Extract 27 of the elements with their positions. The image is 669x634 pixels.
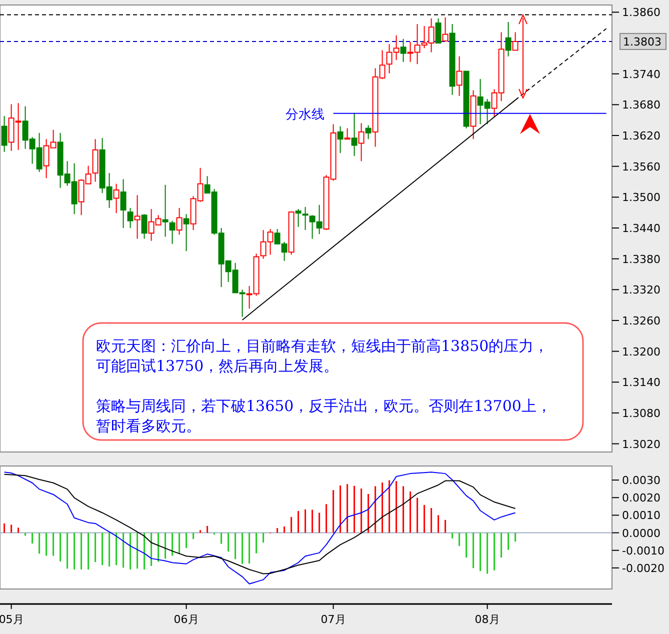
tick-label: 0.0010 [622,509,660,522]
tick-label: 1.3080 [622,406,660,420]
annotation: 策略与周线同，若下破13650，反手沽出，欧元。否则在13700上，暂时看多欧元。 [96,396,552,436]
ref-line-label: 1.3803 [623,35,662,48]
series-label: 分水线 [285,107,324,122]
tick-label: 1.3500 [622,191,660,204]
tick-label: 1.3560 [622,160,660,174]
tick-label: 1.3020 [622,438,660,451]
tick-label: 0.0030 [622,474,660,488]
tick-label: 1.3440 [622,222,660,235]
tick-label: 1.3320 [622,284,660,297]
tick-label: 1.3680 [622,98,660,112]
tick-label: -0.0010 [622,544,664,558]
tick-label: 0.0000 [622,526,660,540]
tick-label: 1.3860 [622,6,660,20]
tick-label: 1.3140 [622,376,660,390]
tick-label: -0.0020 [622,562,664,575]
tick-label: 1.3740 [622,68,660,81]
tick-label: 1.3620 [622,130,660,142]
tick-label: 1.3200 [622,345,660,358]
tick-label: 0.0020 [622,492,660,505]
tick-label: 1.3380 [622,252,660,266]
x-tick-label: 07月 [320,613,346,626]
x-tick-label: 08月 [474,613,500,626]
tick-label: 1.3260 [622,314,660,328]
x-tick-label: 06月 [174,613,199,626]
annotation: 欧元天图：汇价向上，目前略有走软，短线由于前高13850的压力，可能回试13750，然后再向上发展。 [96,336,550,376]
